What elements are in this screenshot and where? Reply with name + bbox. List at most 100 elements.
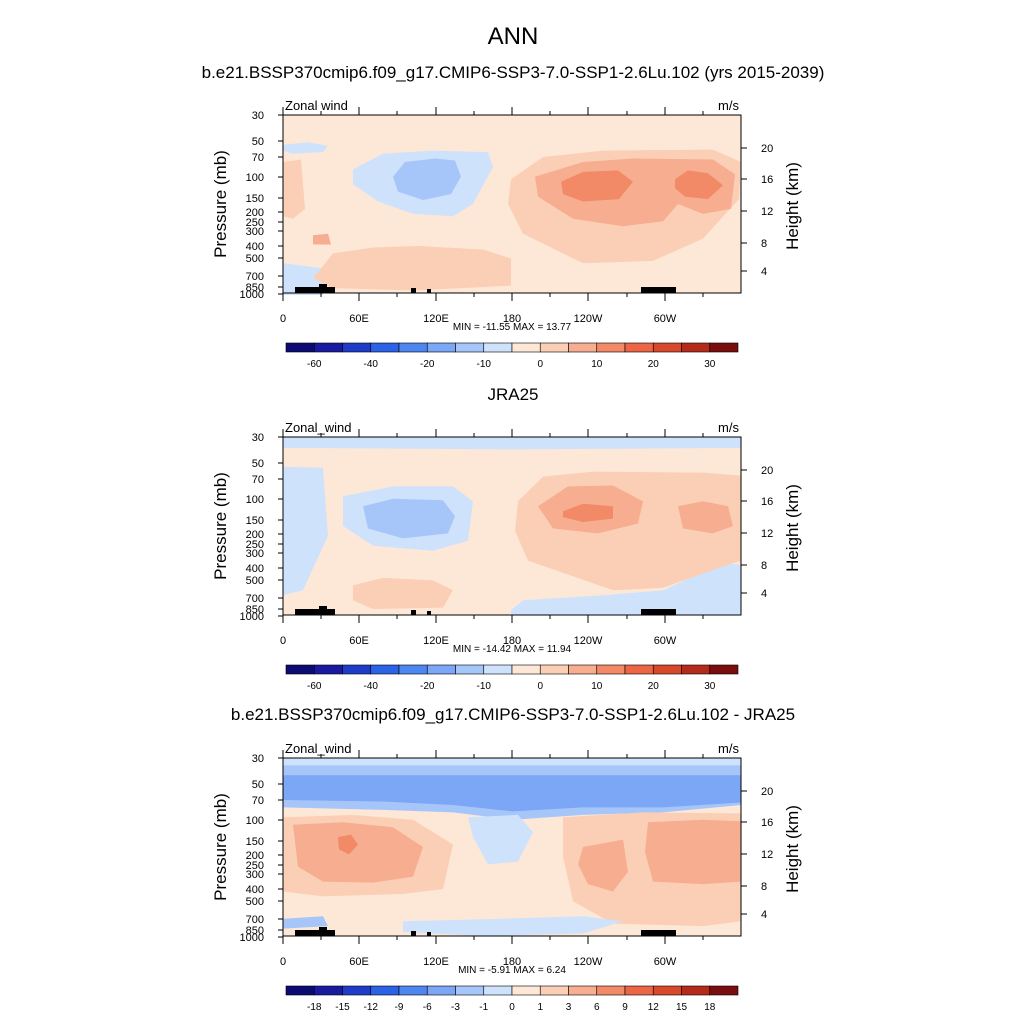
pressure-tick-label: 850 xyxy=(246,925,264,937)
x-tick-label: 120W xyxy=(574,956,603,968)
pressure-tick-label: 50 xyxy=(252,779,264,791)
colorbar-label: -60 xyxy=(307,359,322,370)
contour-region-11 xyxy=(313,233,331,245)
pressure-tick-label: 100 xyxy=(246,172,264,184)
height-tick-label: 8 xyxy=(761,238,767,250)
pressure-tick-label: 300 xyxy=(246,226,264,238)
contour-region-12 xyxy=(403,916,623,936)
colorbar-swatch xyxy=(596,342,626,353)
topography-mask xyxy=(319,927,327,936)
colorbar-label: -10 xyxy=(477,681,492,692)
contour-region-5 xyxy=(511,563,741,615)
x-tick-label: 120E xyxy=(423,313,449,325)
contour-region-11 xyxy=(283,916,328,929)
contour-region-7 xyxy=(338,834,358,855)
colorbar-swatch xyxy=(483,664,513,675)
height-tick-label: 12 xyxy=(761,528,773,540)
height-tick-label: 20 xyxy=(761,786,773,798)
panel-title: b.e21.BSSP370cmip6.f09_g17.CMIP6-SSP3-7.… xyxy=(231,705,795,724)
pressure-tick-label: 500 xyxy=(246,896,264,908)
colorbar: -60 -40 -20 -10 0 10 20 30 xyxy=(285,342,739,370)
colorbar-label: -12 xyxy=(364,1002,379,1013)
pressure-tick-label: 150 xyxy=(246,515,264,527)
height-tick-label: 20 xyxy=(761,465,773,477)
pressure-tick-label: 30 xyxy=(252,110,264,122)
pressure-tick-label: 1000 xyxy=(240,289,264,301)
y-axis-title: Pressure (mb) xyxy=(211,793,230,901)
colorbar-swatch xyxy=(313,342,343,353)
pressure-tick-label: 850 xyxy=(246,604,264,616)
colorbar-swatch xyxy=(285,664,315,675)
y-axis-title: Pressure (mb) xyxy=(211,472,230,580)
pressure-tick-label: 150 xyxy=(246,836,264,848)
colorbar-swatch xyxy=(568,985,598,996)
topography-mask xyxy=(295,930,335,936)
contour-region-1 xyxy=(283,142,328,154)
colorbar-swatch xyxy=(652,985,682,996)
contour-region-2 xyxy=(283,466,328,596)
colorbar-label: -40 xyxy=(364,359,379,370)
topography-mask xyxy=(427,611,431,615)
colorbar-swatch xyxy=(511,985,541,996)
pressure-tick-label: 700 xyxy=(246,271,264,283)
x-tick-label: 60W xyxy=(654,635,677,647)
colorbar-label: 20 xyxy=(648,681,660,692)
colorbar-swatch xyxy=(483,985,513,996)
contour-region-3 xyxy=(283,775,741,812)
colorbar-label: 10 xyxy=(591,681,603,692)
colorbar: -18 -15 -12 -9 -6 -3 -1 0 1 3 6 9 12 15 18 xyxy=(285,985,739,1013)
pressure-tick-label: 70 xyxy=(252,152,264,164)
colorbar-swatch xyxy=(681,664,711,675)
variable-label: Zonal_wind xyxy=(285,741,352,756)
pressure-tick-label: 400 xyxy=(246,241,264,253)
topography-mask xyxy=(319,284,327,293)
x-tick-label: 180 xyxy=(503,313,521,325)
colorbar-label: 6 xyxy=(594,1002,600,1013)
contour-region-6 xyxy=(283,159,305,219)
pressure-tick-label: 1000 xyxy=(240,611,264,623)
units-label: m/s xyxy=(718,741,739,756)
colorbar-swatch xyxy=(511,664,541,675)
height-tick-label: 16 xyxy=(761,817,773,829)
y-axis-title-right: Height (km) xyxy=(783,484,802,572)
colorbar-swatch xyxy=(483,342,513,353)
contour-region-10 xyxy=(675,170,723,200)
units-label: m/s xyxy=(718,98,739,113)
min-max-label: MIN = -14.42 MAX = 11.94 xyxy=(453,644,572,655)
pressure-tick-label: 100 xyxy=(246,815,264,827)
figure-title: ANN xyxy=(488,23,539,50)
colorbar-swatch xyxy=(285,342,315,353)
colorbar-swatch xyxy=(652,342,682,353)
contour-region-9 xyxy=(578,839,628,892)
colorbar-label: 20 xyxy=(648,359,660,370)
height-tick-label: 12 xyxy=(761,206,773,218)
colorbar-swatch xyxy=(511,342,541,353)
colorbar-label: -20 xyxy=(420,681,435,692)
topography-mask xyxy=(411,931,416,936)
min-max-label: MIN = -11.55 MAX = 13.77 xyxy=(453,322,572,333)
topography-mask xyxy=(427,289,431,293)
x-tick-label: 0 xyxy=(280,956,286,968)
colorbar: -60 -40 -20 -10 0 10 20 30 xyxy=(285,664,739,692)
pressure-tick-label: 700 xyxy=(246,914,264,926)
colorbar-swatch xyxy=(370,664,400,675)
contour-region-1 xyxy=(283,437,741,450)
colorbar-label: 18 xyxy=(704,1002,716,1013)
topography-mask xyxy=(641,287,676,293)
min-max-label: MIN = -5.91 MAX = 6.24 xyxy=(458,965,566,976)
colorbar-swatch xyxy=(568,664,598,675)
topography-mask xyxy=(641,930,676,936)
colorbar-swatch xyxy=(624,342,654,353)
pressure-tick-label: 250 xyxy=(246,539,264,551)
colorbar-label: 12 xyxy=(648,1002,660,1013)
colorbar-swatch xyxy=(624,985,654,996)
pressure-tick-label: 300 xyxy=(246,869,264,881)
x-tick-label: 120W xyxy=(574,635,603,647)
height-tick-label: 12 xyxy=(761,849,773,861)
x-tick-label: 60E xyxy=(349,313,369,325)
colorbar-swatch xyxy=(709,985,739,996)
colorbar-label: 10 xyxy=(591,359,603,370)
y-axis-title-right: Height (km) xyxy=(783,162,802,250)
topography-mask xyxy=(427,932,431,936)
